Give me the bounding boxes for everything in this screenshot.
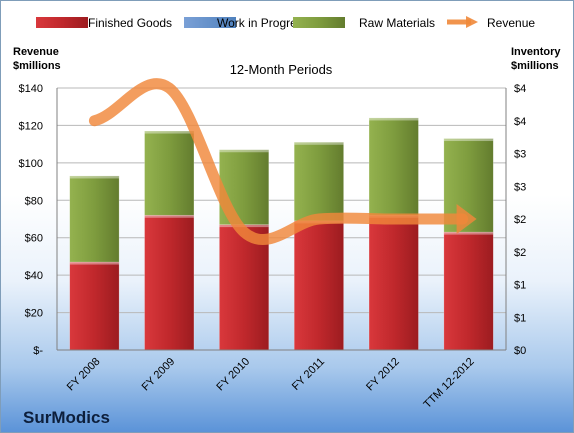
x-axis-ticks: FY 2008 FY 2009 FY 2010 FY 2011 FY 2012 TTM 1… [65, 356, 477, 411]
legend-arrowhead-revenue [466, 16, 478, 28]
revenue-line-arrowhead [456, 204, 477, 234]
x-tick-label: FY 2010 [214, 356, 252, 394]
bar-highlight [443, 138, 494, 142]
y-left-tick-label: $80 [25, 195, 43, 207]
bars [69, 117, 494, 351]
bar-raw-materials [219, 149, 270, 225]
bar-highlight [294, 142, 344, 145]
y-left-tick-label: $120 [19, 120, 43, 132]
bar-finished-goods [443, 231, 494, 351]
axes [56, 88, 507, 351]
bar-highlight [144, 215, 194, 218]
bar-highlight [219, 149, 269, 153]
revenue-line [88, 78, 477, 245]
legend-swatch-work-in-progress [184, 17, 236, 28]
y-right-title-line2: $millions [511, 60, 559, 72]
y-left-tick-label: $- [33, 345, 43, 357]
x-tick-label: FY 2012 [364, 356, 402, 394]
bar-raw-materials [293, 141, 344, 222]
y-right-tick-label: $4 [514, 116, 526, 128]
revenue-line-path [88, 78, 469, 245]
y-left-tick-label: $20 [25, 308, 43, 320]
y-right-ticks: $0 $1 $1 $2 $2 $3 $3 $4 $4 [514, 83, 526, 357]
bar-highlight [144, 131, 194, 134]
y-right-tick-label: $1 [514, 312, 526, 324]
legend-label-work-in-progress: Work in Progress [217, 16, 309, 30]
bar-highlight [69, 175, 120, 179]
bar-finished-goods [368, 214, 419, 351]
y-left-ticks: $- $20 $40 $60 $80 $100 $120 $140 [19, 83, 44, 357]
legend-swatch-raw-materials [293, 17, 345, 28]
y-right-tick-label: $2 [514, 214, 526, 226]
y-left-tick-label: $100 [19, 158, 43, 170]
chart-subtitle: 12-Month Periods [230, 62, 333, 77]
bar-raw-materials [69, 175, 120, 263]
y-right-tick-label: $2 [514, 247, 526, 259]
bar-highlight [369, 117, 419, 121]
y-right-tick-label: $3 [514, 149, 526, 161]
bar-finished-goods [219, 224, 270, 351]
y-right-tick-label: $0 [514, 345, 526, 357]
y-right-title-line1: Inventory [511, 46, 561, 58]
bar-finished-goods [69, 261, 120, 351]
legend-swatch-finished-goods [36, 17, 88, 28]
company-name: SurModics [23, 408, 110, 427]
y-right-tick-label: $4 [514, 83, 526, 95]
bar-highlight [69, 262, 120, 265]
bar-raw-materials [144, 130, 195, 216]
bar-highlight [443, 232, 494, 235]
legend-label-raw-materials: Raw Materials [359, 16, 435, 30]
y-right-tick-label: $1 [514, 280, 526, 292]
bar-finished-goods [144, 214, 195, 351]
y-left-tick-label: $140 [19, 83, 43, 95]
y-left-tick-label: $40 [25, 270, 43, 282]
bar-finished-goods [293, 220, 344, 351]
legend: Finished Goods Work in Progress Raw Mate… [36, 16, 535, 30]
y-left-title-line2: $millions [13, 60, 61, 72]
x-tick-label: FY 2009 [140, 356, 178, 394]
x-tick-label: TTM 12-2012 [422, 356, 477, 411]
x-tick-label: FY 2011 [290, 356, 327, 393]
legend-label-finished-goods: Finished Goods [88, 16, 172, 30]
y-left-title-line1: Revenue [13, 46, 59, 58]
y-left-tick-label: $60 [25, 233, 43, 245]
bar-raw-materials [368, 117, 419, 216]
y-right-tick-label: $3 [514, 181, 526, 193]
x-tick-label: FY 2008 [65, 356, 103, 394]
legend-label-revenue: Revenue [487, 16, 535, 30]
